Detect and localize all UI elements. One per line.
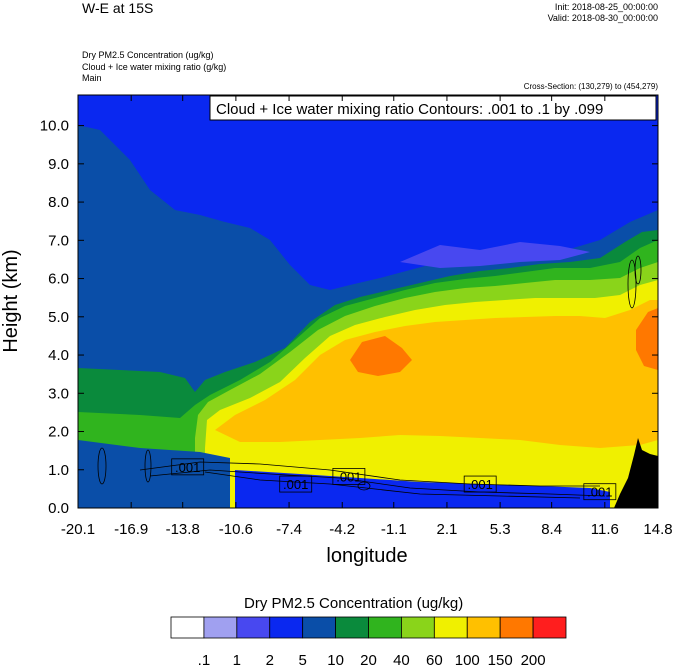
- y-tick-label: 4.0: [48, 347, 69, 364]
- colorbar-level-label: 200: [521, 652, 546, 667]
- y-tick-label: 0.0: [48, 500, 69, 517]
- y-tick-label: 5.0: [48, 309, 69, 326]
- colorbar-level-label: 1: [233, 652, 241, 667]
- contour-label: .001: [283, 477, 308, 492]
- band-150-200: [215, 300, 658, 448]
- contour-label: .001: [175, 460, 200, 475]
- colorbar-swatch: [433, 616, 468, 639]
- x-tick-label: 5.3: [490, 521, 511, 538]
- contour-label: .001: [468, 477, 493, 492]
- plot-title: W-E at 15S: [82, 0, 154, 16]
- y-tick-label: 1.0: [48, 462, 69, 479]
- colorbar-swatch: [368, 616, 402, 639]
- colorbar-level-label: 2: [266, 652, 274, 667]
- colorbar-level-label: 10: [327, 652, 344, 667]
- annotation-box: [209, 95, 657, 121]
- cross-section-label: Cross-Section: (130,279) to (454,279): [523, 82, 658, 91]
- field-label-main: Main: [82, 73, 102, 83]
- contour-label-box: [279, 475, 313, 493]
- y-tick-label: 6.0: [48, 271, 69, 288]
- y-axis: 0.0 1.0 2.0 3.0 4.0 5.0 6.0 7.0 8.0 9.0 10.0: [40, 118, 658, 517]
- colorbar-level-label: 5: [298, 652, 306, 667]
- plot-frame: [77, 94, 659, 509]
- x-tick-label: -20.1: [61, 521, 95, 538]
- colorbar-swatch: [269, 616, 304, 639]
- colorbar-swatch: [302, 616, 336, 639]
- colorbar-level-label: 100: [455, 652, 480, 667]
- y-tick-label: 3.0: [48, 385, 69, 402]
- band-200-plus-east: [636, 308, 658, 370]
- x-tick-label: -10.6: [219, 521, 253, 538]
- init-time: Init: 2018-08-25_00:00:00: [554, 2, 658, 12]
- band-200-plus: [350, 336, 412, 376]
- colorbar-swatch: [499, 616, 534, 639]
- contour-label-box: [463, 475, 497, 493]
- colorbar-level-label: 20: [360, 652, 377, 667]
- x-tick-label: 14.8: [643, 521, 672, 538]
- valid-time: Valid: 2018-08-30_00:00:00: [547, 13, 658, 23]
- field-label-cloud-ice: Cloud + Ice water mixing ratio (g/kg): [82, 62, 227, 72]
- colorbar-swatch: [401, 616, 435, 639]
- band-2-5: [400, 242, 590, 268]
- colorbar-swatch: [203, 616, 238, 639]
- x-tick-label: -4.2: [329, 521, 355, 538]
- y-tick-label: 8.0: [48, 194, 69, 211]
- contour-label-box: [583, 483, 617, 501]
- contour-label-box: [171, 458, 205, 476]
- colorbar-swatch: [466, 616, 501, 639]
- colorbar: .1 1 2 5 10 20 40 60 100 150 200: [170, 616, 567, 667]
- y-tick-label: 10.0: [40, 118, 69, 135]
- colorbar-swatch: [335, 616, 369, 639]
- contour-annotation: Cloud + Ice water mixing ratio Contours:…: [216, 101, 603, 118]
- x-axis-label: longitude: [326, 545, 407, 567]
- colorbar-level-label: 60: [426, 652, 443, 667]
- x-tick-label: 8.4: [541, 521, 562, 538]
- x-tick-label: 2.1: [437, 521, 458, 538]
- contour-label: .001: [587, 485, 612, 500]
- y-tick-label: 7.0: [48, 232, 69, 249]
- colorbar-level-label: 40: [393, 652, 410, 667]
- colorbar-swatch: [170, 616, 205, 639]
- colorbar-swatch: [532, 616, 567, 639]
- contour-label-group: .001 .001 .001 .001 .001: [171, 458, 617, 501]
- contour-label-box: [332, 468, 366, 485]
- colorbar-swatch: [236, 616, 271, 639]
- colorbar-title: Dry PM2.5 Concentration (ug/kg): [244, 595, 464, 612]
- concentration-field: [78, 95, 658, 508]
- x-tick-label: -7.4: [276, 521, 302, 538]
- x-tick-label: -1.1: [381, 521, 407, 538]
- x-tick-label: 11.6: [591, 521, 619, 538]
- x-tick-label: -16.9: [114, 521, 148, 538]
- colorbar-level-label: .1: [198, 652, 211, 667]
- y-tick-label: 2.0: [48, 424, 69, 441]
- terrain: [614, 438, 658, 508]
- colorbar-level-label: 150: [488, 652, 513, 667]
- contour-label: .001: [336, 469, 361, 484]
- y-axis-label: Height (km): [0, 249, 22, 352]
- x-axis: -20.1 -16.9 -13.8 -10.6 -7.4 -4.2 -1.1 2.1 5.3 8.…: [61, 95, 673, 538]
- field-label-pm25: Dry PM2.5 Concentration (ug/kg): [82, 50, 214, 60]
- band-10-20-low: [78, 440, 230, 508]
- y-tick-label: 9.0: [48, 156, 69, 173]
- x-tick-label: -13.8: [166, 521, 200, 538]
